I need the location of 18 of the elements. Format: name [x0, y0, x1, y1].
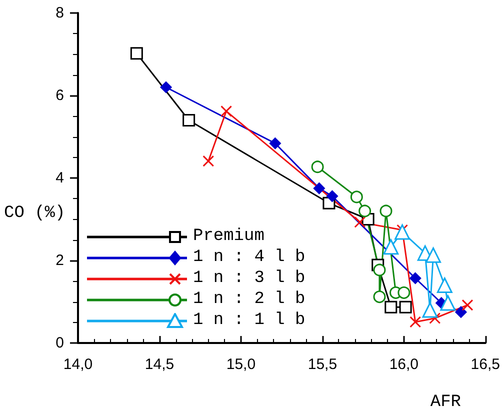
x-tick-label: 15,0 — [226, 356, 256, 373]
y-axis-title: CO (%) — [4, 204, 66, 223]
y-tick-label: 4 — [56, 170, 64, 186]
x-axis-title: AFR — [430, 393, 462, 412]
x-tick-label: 16,0 — [389, 356, 419, 373]
y-tick-label: 6 — [56, 87, 64, 104]
y-tick-label: 8 — [56, 4, 64, 22]
x-tick-label: 15,5 — [308, 356, 338, 373]
y-tick-label: 2 — [56, 252, 64, 269]
legend-label: Premium — [193, 226, 264, 247]
x-tick-label: 16,5 — [470, 356, 500, 373]
x-tick-label: 14,5 — [144, 356, 174, 373]
legend-label: 1 n : 4 l b — [193, 247, 306, 268]
y-tick-label: 0 — [56, 334, 64, 352]
legend-label: 1 n : 3 l b — [193, 268, 306, 289]
legend-label: 1 n : 2 l b — [193, 289, 306, 310]
x-tick-label: 14,0 — [63, 356, 93, 373]
legend-label: 1 n : 1 l b — [193, 310, 306, 331]
